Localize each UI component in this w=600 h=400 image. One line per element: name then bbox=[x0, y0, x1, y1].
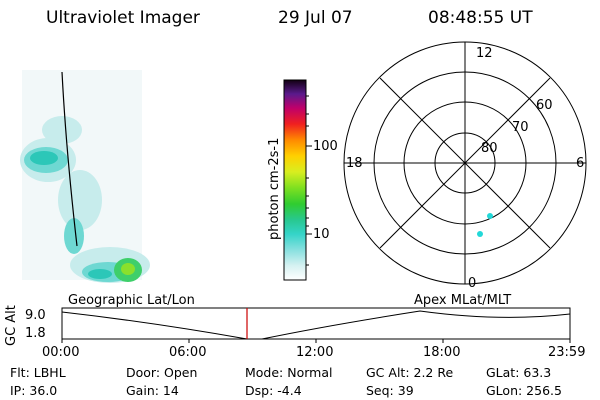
data-point bbox=[487, 213, 493, 219]
instrument-title: Ultraviolet Imager bbox=[46, 8, 200, 28]
time-label: 08:48:55 UT bbox=[428, 8, 533, 28]
aurora-image bbox=[20, 70, 150, 283]
lat-label-60: 60 bbox=[536, 98, 553, 113]
x-tick-1800: 18:00 bbox=[423, 345, 461, 360]
glat-info: GLat: 63.3 bbox=[486, 365, 552, 380]
polar-points bbox=[477, 213, 493, 237]
colorbar-units: photon cm-2s-1 bbox=[267, 137, 282, 240]
mlt-label-12: 12 bbox=[476, 46, 493, 61]
color-scale bbox=[283, 79, 312, 281]
mode-info: Mode: Normal bbox=[245, 365, 333, 380]
colorbar-tick-100: 100 bbox=[313, 139, 338, 154]
lat-label-70: 70 bbox=[512, 120, 529, 135]
altitude-timeline bbox=[61, 307, 571, 343]
mlt-label-18: 18 bbox=[346, 156, 363, 171]
y-axis-label: GC Alt bbox=[4, 305, 19, 346]
seq-info: Seq: 39 bbox=[366, 383, 414, 398]
y-max-label: 9.0 bbox=[25, 308, 46, 323]
ip-info: IP: 36.0 bbox=[10, 383, 58, 398]
apex-title: Apex MLat/MLT bbox=[414, 293, 512, 308]
gc-alt-info: GC Alt: 2.2 Re bbox=[366, 365, 454, 380]
x-tick-1200: 12:00 bbox=[296, 345, 334, 360]
terminator-line bbox=[61, 71, 78, 247]
gain-info: Gain: 14 bbox=[126, 383, 179, 398]
y-min-label: 1.8 bbox=[25, 326, 46, 341]
data-point bbox=[477, 231, 483, 237]
dsp-info: Dsp: -4.4 bbox=[245, 383, 302, 398]
geographic-title: Geographic Lat/Lon bbox=[68, 293, 195, 308]
mlt-label-0: 0 bbox=[468, 276, 477, 291]
x-tick-0000: 00:00 bbox=[42, 345, 80, 360]
filter-info: Flt: LBHL bbox=[10, 365, 66, 380]
door-info: Door: Open bbox=[126, 365, 198, 380]
x-tick-2359: 23:59 bbox=[548, 345, 586, 360]
lat-label-80: 80 bbox=[481, 141, 498, 156]
polar-grid bbox=[343, 41, 587, 285]
colorbar-tick-10: 10 bbox=[313, 227, 330, 242]
glon-info: GLon: 256.5 bbox=[486, 383, 562, 398]
mlt-label-6: 6 bbox=[576, 156, 585, 171]
x-tick-0600: 06:00 bbox=[169, 345, 207, 360]
date-label: 29 Jul 07 bbox=[278, 8, 353, 28]
